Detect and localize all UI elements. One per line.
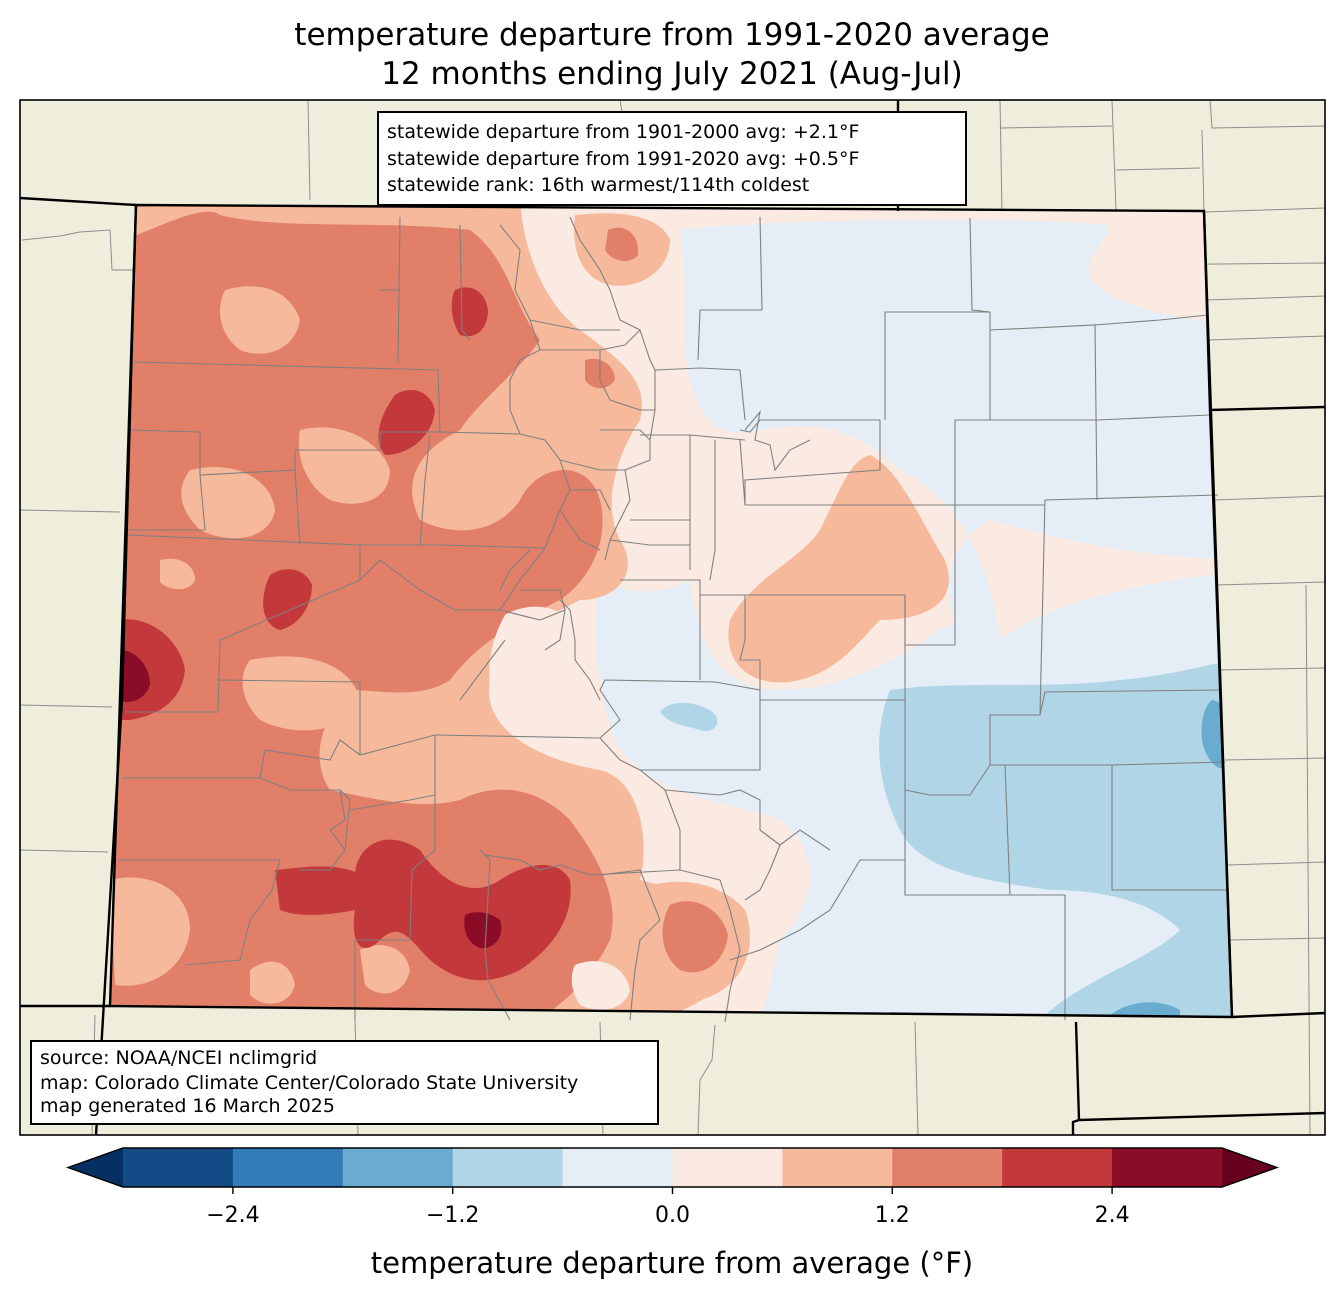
stats-box-bg: [377, 111, 967, 206]
colorbar-ticks: −2.4 −1.2 0.0 1.2 2.4: [206, 1187, 1130, 1228]
field-west-1.2-1.8: [110, 211, 613, 1017]
colorado-county-lines: [118, 216, 1228, 1023]
colorbar-bin-0: [123, 1148, 234, 1187]
field-sw-2.4-3.0: [464, 912, 502, 949]
colorbar: [65, 1147, 1280, 1188]
field-mid-neg-blob: [660, 702, 718, 731]
colorbar-tick-label-2: 0.0: [655, 1203, 690, 1228]
colorbar-label: temperature departure from average (°F): [371, 1246, 973, 1280]
colorbar-bin-6: [782, 1148, 893, 1187]
source-box: source: NOAA/NCEI nclimgrid map: Colorad…: [30, 1040, 659, 1125]
field-se-1.2-1.8: [662, 901, 728, 973]
map-axes: [20, 100, 1325, 1135]
field-hole-2: [298, 427, 390, 504]
colorbar-tick-label-1: −1.2: [426, 1203, 479, 1228]
source-line-2: map: Colorado Climate Center/Colorado St…: [40, 1072, 578, 1094]
field-hole-3: [220, 286, 300, 354]
ok-border-east: [1231, 1011, 1326, 1019]
field-hole-6: [110, 877, 190, 986]
field-se-neg-0.6-1.2: [879, 660, 1232, 1017]
field-nw-1.8-2.4: [451, 287, 488, 337]
colorbar-bin-3: [452, 1148, 564, 1187]
field-wc-1.8-2.4: [263, 569, 312, 630]
neighbor-county-lines: [20, 100, 1325, 1135]
colorbar-bin-1: [232, 1148, 344, 1187]
colorbar-bin-9: [1112, 1148, 1223, 1187]
state-borders: [19, 100, 1326, 1136]
stats-box: statewide departure from 1901-2000 avg: …: [377, 111, 967, 206]
colorbar-tick-label-3: 1.2: [875, 1203, 910, 1228]
colorbar-bin-5: [672, 1148, 783, 1187]
field-hole-1: [181, 466, 275, 539]
colorbar-outline: [65, 1147, 1280, 1188]
stats-line-3: statewide rank: 16th warmest/114th colde…: [387, 174, 809, 196]
colorbar-under-arrow: [68, 1148, 123, 1187]
field-east-0.6-1.2: [728, 455, 949, 683]
source-box-bg: [30, 1040, 659, 1125]
wy-ut-border: [19, 196, 137, 207]
colorbar-tick-label-0: −2.4: [206, 1203, 259, 1228]
source-line-1: source: NOAA/NCEI nclimgrid: [40, 1047, 317, 1069]
colorbar-bin-7: [892, 1148, 1003, 1187]
ut-border: [94, 204, 138, 1136]
field-hole-8: [360, 945, 410, 994]
field-ne-neg: [690, 230, 1232, 533]
field-sw-1.8-2.4: [275, 839, 571, 981]
ok-panhandle-border: [1071, 1021, 1081, 1135]
field-w-2.4-3.0: [118, 650, 150, 702]
stats-line-2: statewide departure from 1991-2020 avg: …: [387, 148, 859, 170]
stats-line-1: statewide departure from 1901-2000 avg: …: [387, 121, 859, 143]
colorbar-bin-2: [342, 1148, 454, 1187]
colorbar-over-arrow: [1222, 1148, 1277, 1187]
colorbar-bin-8: [1002, 1148, 1113, 1187]
colorbar-tick-label-4: 2.4: [1095, 1203, 1130, 1228]
map-frame: [19, 99, 1326, 1136]
field-nw2-1.8-2.4: [378, 390, 435, 455]
field-hole-5: [242, 656, 360, 731]
field-sw-0-0.6: [571, 961, 630, 1010]
title-line-2: 12 months ending July 2021 (Aug-Jul): [381, 56, 963, 92]
colorbar-bin-4: [562, 1148, 673, 1187]
field-n-1.2-1.8: [605, 227, 639, 262]
ks-border: [1208, 409, 1234, 1018]
field-hole-4: [160, 558, 195, 590]
field-hole-7: [250, 961, 295, 1004]
colorado-departure-field: [110, 205, 1232, 1017]
tx-ok-border: [1078, 1111, 1326, 1122]
title-line-1: temperature departure from 1991-2020 ave…: [294, 17, 1049, 53]
source-line-3: map generated 16 March 2025: [40, 1095, 335, 1117]
